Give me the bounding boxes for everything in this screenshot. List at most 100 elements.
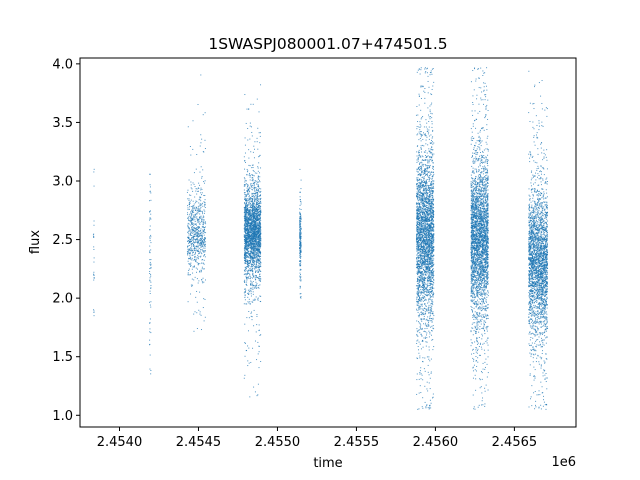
data-point xyxy=(252,263,254,265)
data-point xyxy=(429,105,431,107)
data-point xyxy=(251,205,253,207)
data-point xyxy=(260,206,262,207)
data-point xyxy=(256,191,258,193)
data-point xyxy=(204,298,206,300)
data-point xyxy=(260,262,262,264)
data-point xyxy=(252,242,254,244)
data-point xyxy=(253,219,254,221)
data-point xyxy=(260,219,262,221)
data-point xyxy=(255,255,257,257)
data-point xyxy=(197,210,199,212)
data-point xyxy=(248,210,250,212)
data-point xyxy=(430,372,432,374)
data-point xyxy=(188,249,190,251)
data-point xyxy=(188,249,190,251)
data-point xyxy=(190,184,192,186)
data-point xyxy=(253,225,255,227)
data-point xyxy=(189,245,191,247)
data-point xyxy=(252,261,254,263)
data-point xyxy=(250,281,252,283)
data-point xyxy=(200,228,202,230)
data-point xyxy=(417,358,419,360)
data-point xyxy=(251,253,253,255)
data-point xyxy=(299,256,301,258)
data-point xyxy=(252,228,254,230)
data-point xyxy=(189,228,191,230)
data-point xyxy=(299,212,301,214)
data-point xyxy=(252,243,254,245)
data-point xyxy=(259,142,261,144)
data-point xyxy=(252,257,254,259)
data-point xyxy=(300,250,301,252)
data-point xyxy=(250,269,252,271)
data-point xyxy=(260,256,262,258)
data-point xyxy=(190,231,192,233)
data-point xyxy=(255,206,257,208)
data-point xyxy=(196,256,198,258)
data-point xyxy=(195,190,197,192)
data-point xyxy=(202,219,204,221)
data-point xyxy=(254,286,256,288)
data-point xyxy=(248,293,250,295)
data-point xyxy=(247,266,249,268)
data-point xyxy=(254,254,256,256)
data-point xyxy=(149,322,151,324)
data-point xyxy=(190,187,192,189)
data-point xyxy=(257,181,259,183)
data-point xyxy=(202,215,204,217)
data-point xyxy=(194,238,196,240)
data-point xyxy=(198,220,200,222)
data-point xyxy=(244,152,246,154)
data-point xyxy=(252,199,254,201)
data-point xyxy=(252,213,254,215)
data-point xyxy=(416,203,418,205)
data-point xyxy=(258,233,260,235)
data-point xyxy=(189,257,191,259)
data-point xyxy=(257,228,259,230)
data-point xyxy=(250,248,252,250)
data-point xyxy=(247,234,249,236)
data-point xyxy=(247,301,249,303)
data-point xyxy=(244,214,246,216)
data-point xyxy=(244,248,246,250)
data-point xyxy=(245,230,247,232)
data-point xyxy=(299,238,301,240)
data-point xyxy=(248,221,250,223)
data-point xyxy=(189,206,191,208)
data-point xyxy=(431,102,433,104)
data-point xyxy=(199,247,201,249)
data-point xyxy=(246,224,248,226)
data-point xyxy=(259,210,261,212)
data-point xyxy=(243,189,245,191)
data-point xyxy=(187,260,189,262)
data-point xyxy=(188,179,190,181)
data-point xyxy=(255,218,257,220)
data-point xyxy=(257,298,259,300)
data-point xyxy=(258,132,260,134)
data-point xyxy=(254,255,256,257)
data-point xyxy=(420,300,422,302)
data-point xyxy=(255,219,257,221)
data-point xyxy=(187,198,189,200)
data-point xyxy=(195,261,197,263)
data-point xyxy=(196,241,198,243)
data-point xyxy=(244,252,246,254)
data-point xyxy=(251,207,253,209)
data-point xyxy=(253,206,255,208)
data-point xyxy=(203,212,205,214)
data-point xyxy=(416,250,418,252)
data-point xyxy=(247,234,249,236)
data-point xyxy=(429,317,431,319)
data-point xyxy=(254,215,256,217)
data-point xyxy=(200,314,202,316)
data-point xyxy=(251,208,253,210)
data-point xyxy=(258,266,260,268)
data-point xyxy=(197,190,199,192)
data-point xyxy=(423,272,425,274)
data-point xyxy=(253,258,255,260)
data-point xyxy=(254,247,256,249)
data-point xyxy=(249,261,251,263)
data-point xyxy=(244,246,246,248)
data-point xyxy=(191,211,193,213)
data-point xyxy=(252,169,254,171)
